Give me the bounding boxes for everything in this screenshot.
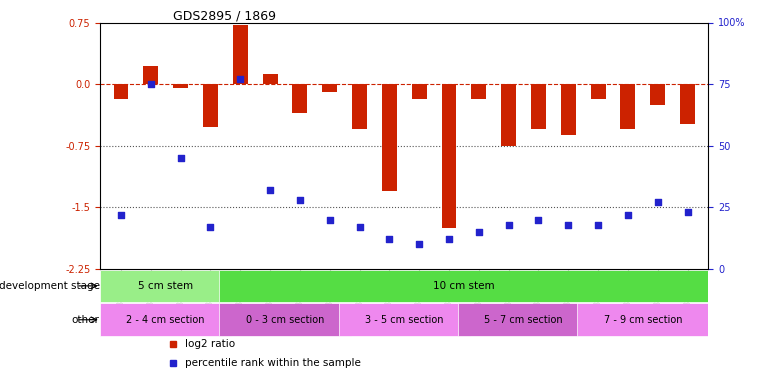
Bar: [531, 84, 546, 129]
Bar: [471, 84, 486, 99]
Bar: [650, 84, 665, 105]
Text: 5 - 7 cm section: 5 - 7 cm section: [484, 315, 563, 325]
Text: other: other: [72, 315, 99, 325]
Point: [353, 224, 366, 230]
Bar: [501, 84, 516, 146]
Text: 3 - 5 cm section: 3 - 5 cm section: [365, 315, 444, 325]
Point: [293, 197, 306, 203]
Point: [175, 155, 187, 161]
Text: 0 - 3 cm section: 0 - 3 cm section: [246, 315, 324, 325]
Text: development stage: development stage: [0, 281, 99, 291]
Point: [473, 229, 485, 235]
Point: [413, 241, 425, 247]
Point: [145, 81, 157, 87]
FancyBboxPatch shape: [100, 270, 231, 302]
Bar: [441, 84, 457, 228]
FancyBboxPatch shape: [339, 303, 470, 336]
Point: [234, 76, 246, 82]
Point: [323, 217, 336, 223]
Text: percentile rank within the sample: percentile rank within the sample: [186, 358, 361, 368]
FancyBboxPatch shape: [458, 303, 589, 336]
Point: [503, 222, 515, 228]
Bar: [621, 84, 635, 129]
FancyBboxPatch shape: [578, 303, 708, 336]
Bar: [352, 84, 367, 129]
Bar: [382, 84, 397, 191]
Bar: [203, 84, 218, 127]
Bar: [561, 84, 576, 135]
Point: [562, 222, 574, 228]
Bar: [591, 84, 605, 99]
Bar: [113, 84, 129, 99]
Bar: [412, 84, 427, 99]
Text: log2 ratio: log2 ratio: [186, 339, 236, 350]
FancyBboxPatch shape: [100, 303, 231, 336]
Bar: [293, 84, 307, 113]
Point: [443, 236, 455, 242]
FancyBboxPatch shape: [219, 303, 350, 336]
Point: [681, 209, 694, 215]
Point: [621, 212, 634, 218]
Text: GDS2895 / 1869: GDS2895 / 1869: [173, 9, 276, 22]
FancyBboxPatch shape: [219, 270, 708, 302]
Bar: [233, 25, 248, 84]
Bar: [173, 84, 188, 88]
Text: 7 - 9 cm section: 7 - 9 cm section: [604, 315, 682, 325]
Point: [264, 187, 276, 193]
Bar: [263, 74, 277, 84]
Text: 10 cm stem: 10 cm stem: [433, 281, 494, 291]
Point: [592, 222, 604, 228]
Bar: [680, 84, 695, 123]
Point: [383, 236, 396, 242]
Bar: [323, 84, 337, 92]
Text: 2 - 4 cm section: 2 - 4 cm section: [126, 315, 205, 325]
Point: [532, 217, 544, 223]
Bar: [143, 66, 159, 84]
Text: 5 cm stem: 5 cm stem: [138, 281, 193, 291]
Point: [204, 224, 216, 230]
Point: [115, 212, 127, 218]
Point: [651, 200, 664, 206]
